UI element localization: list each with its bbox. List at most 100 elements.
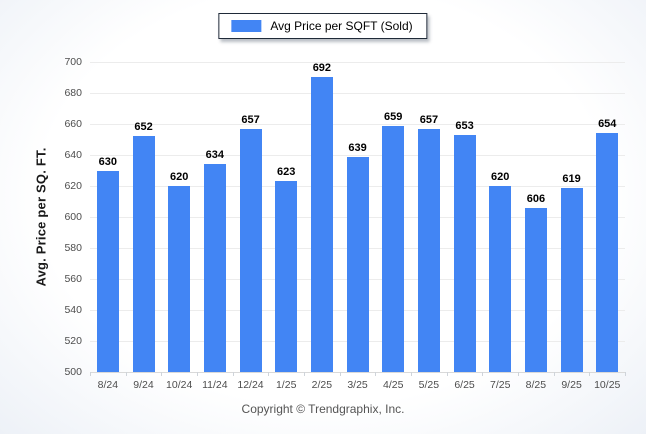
- bar-slot: 654: [589, 62, 625, 372]
- y-axis-title: Avg. Price per SQ. FT.: [33, 147, 49, 287]
- bar: [489, 186, 512, 372]
- bar-value-label: 692: [312, 62, 332, 74]
- bar: [346, 156, 369, 372]
- plot-area: 700 680 660 640 620 600 580 560 540 520 500 630 652…: [64, 56, 626, 391]
- bar-slot: 657: [233, 62, 269, 372]
- bar-slot: 639: [340, 62, 376, 372]
- y-tick-label: 500: [64, 366, 82, 378]
- bar-slot: 620: [482, 62, 518, 372]
- bar: [96, 170, 119, 372]
- x-axis-tick: [553, 372, 555, 376]
- bar-slot: 623: [268, 62, 304, 372]
- bar: [453, 134, 476, 372]
- x-axis-tick: [375, 372, 377, 376]
- x-tick-label: 4/25: [382, 379, 404, 391]
- x-axis-tick: [518, 372, 519, 376]
- x-tick-label: 8/25: [525, 379, 547, 391]
- bar-value-label: 657: [419, 113, 439, 126]
- gridline: [90, 155, 625, 156]
- bar: [524, 207, 547, 372]
- y-tick-label: 640: [64, 149, 82, 161]
- x-axis-tick: [232, 372, 234, 376]
- bar-slot: 619: [554, 62, 590, 372]
- bar-series: 630 652 620 634 657 623 692 639 659 657 653 620 606 6…: [90, 62, 625, 372]
- bar-value-label: 634: [205, 149, 225, 162]
- x-axis-tick: [482, 372, 484, 376]
- gridline: [90, 124, 625, 125]
- bar-value-label: 653: [455, 119, 474, 132]
- x-axis-tick: [446, 372, 448, 376]
- y-tick-label: 660: [64, 118, 82, 130]
- bar-value-label: 630: [98, 155, 118, 168]
- x-tick-label: 3/25: [347, 379, 368, 391]
- legend: Avg Price per SQFT (Sold): [218, 13, 428, 39]
- bar-value-label: 639: [348, 141, 367, 154]
- bar-value-label: 619: [562, 172, 581, 185]
- x-tick-label: 2/25: [311, 379, 333, 391]
- x-tick-label: 1/25: [275, 379, 297, 391]
- bar-value-label: 657: [241, 113, 260, 126]
- bar: [168, 186, 191, 372]
- bar: [239, 128, 262, 372]
- x-tick-label: 7/25: [490, 379, 511, 391]
- x-tick-label: 11/24: [202, 379, 228, 391]
- x-axis-tick: [304, 372, 305, 376]
- y-tick-label: 620: [64, 180, 82, 192]
- x-axis-tick: [161, 372, 163, 376]
- y-tick-label: 600: [64, 211, 82, 223]
- bar-value-label: 659: [384, 110, 403, 123]
- bar: [132, 136, 155, 372]
- bar-value-label: 620: [491, 171, 510, 183]
- bar-slot: 606: [518, 62, 554, 372]
- x-tick-label: 10/24: [166, 379, 193, 391]
- bar-value-label: 606: [526, 192, 546, 205]
- bar-slot: 657: [411, 62, 447, 372]
- bar-slot: 620: [161, 62, 197, 372]
- bar-slot: 692: [304, 62, 340, 372]
- bar-slot: 652: [126, 62, 162, 372]
- x-axis-ticks: [90, 372, 626, 376]
- x-axis-labels: 8/24 9/24 10/24 11/24 12/24 1/25 2/25 3/25 4/25 5…: [90, 379, 625, 391]
- x-axis-tick: [268, 372, 270, 376]
- x-axis-tick: [589, 372, 591, 376]
- y-tick-label: 580: [64, 242, 82, 254]
- y-tick-label: 700: [64, 56, 82, 68]
- legend-swatch: [231, 20, 262, 32]
- bar-slot: 659: [375, 62, 411, 372]
- x-tick-label: 9/24: [133, 379, 154, 391]
- x-tick-label: 8/24: [97, 379, 119, 391]
- x-tick-label: 6/25: [454, 379, 475, 391]
- bar: [203, 164, 226, 372]
- bar-value-label: 652: [134, 121, 153, 134]
- x-tick-label: 12/24: [237, 379, 264, 391]
- x-axis-tick: [125, 372, 127, 376]
- x-tick-label: 9/25: [561, 379, 582, 391]
- bar: [560, 187, 583, 372]
- gridline: [90, 93, 625, 94]
- x-axis-tick: [339, 372, 341, 376]
- y-tick-label: 680: [64, 87, 82, 99]
- x-axis-tick: [411, 372, 412, 376]
- gridline: [90, 372, 625, 373]
- bar-slot: 653: [447, 62, 483, 372]
- bar-value-label: 620: [170, 171, 189, 183]
- x-tick-label: 10/25: [594, 379, 621, 391]
- x-axis-tick: [90, 372, 91, 376]
- x-axis-tick: [625, 372, 626, 376]
- bar: [275, 181, 298, 372]
- bar: [417, 128, 440, 372]
- copyright-text: Copyright © Trendgraphix, Inc.: [241, 402, 405, 416]
- bar: [596, 133, 619, 372]
- bar: [310, 77, 333, 372]
- bar-slot: 630: [90, 62, 126, 372]
- x-axis-tick: [197, 372, 198, 376]
- x-tick-label: 5/25: [418, 379, 440, 391]
- bar: [382, 125, 405, 372]
- bar-value-label: 623: [277, 166, 296, 179]
- legend-label: Avg Price per SQFT (Sold): [270, 19, 413, 33]
- gridline: [90, 62, 625, 63]
- bar-value-label: 654: [598, 118, 617, 131]
- y-tick-label: 520: [64, 335, 82, 347]
- y-tick-label: 540: [64, 304, 82, 316]
